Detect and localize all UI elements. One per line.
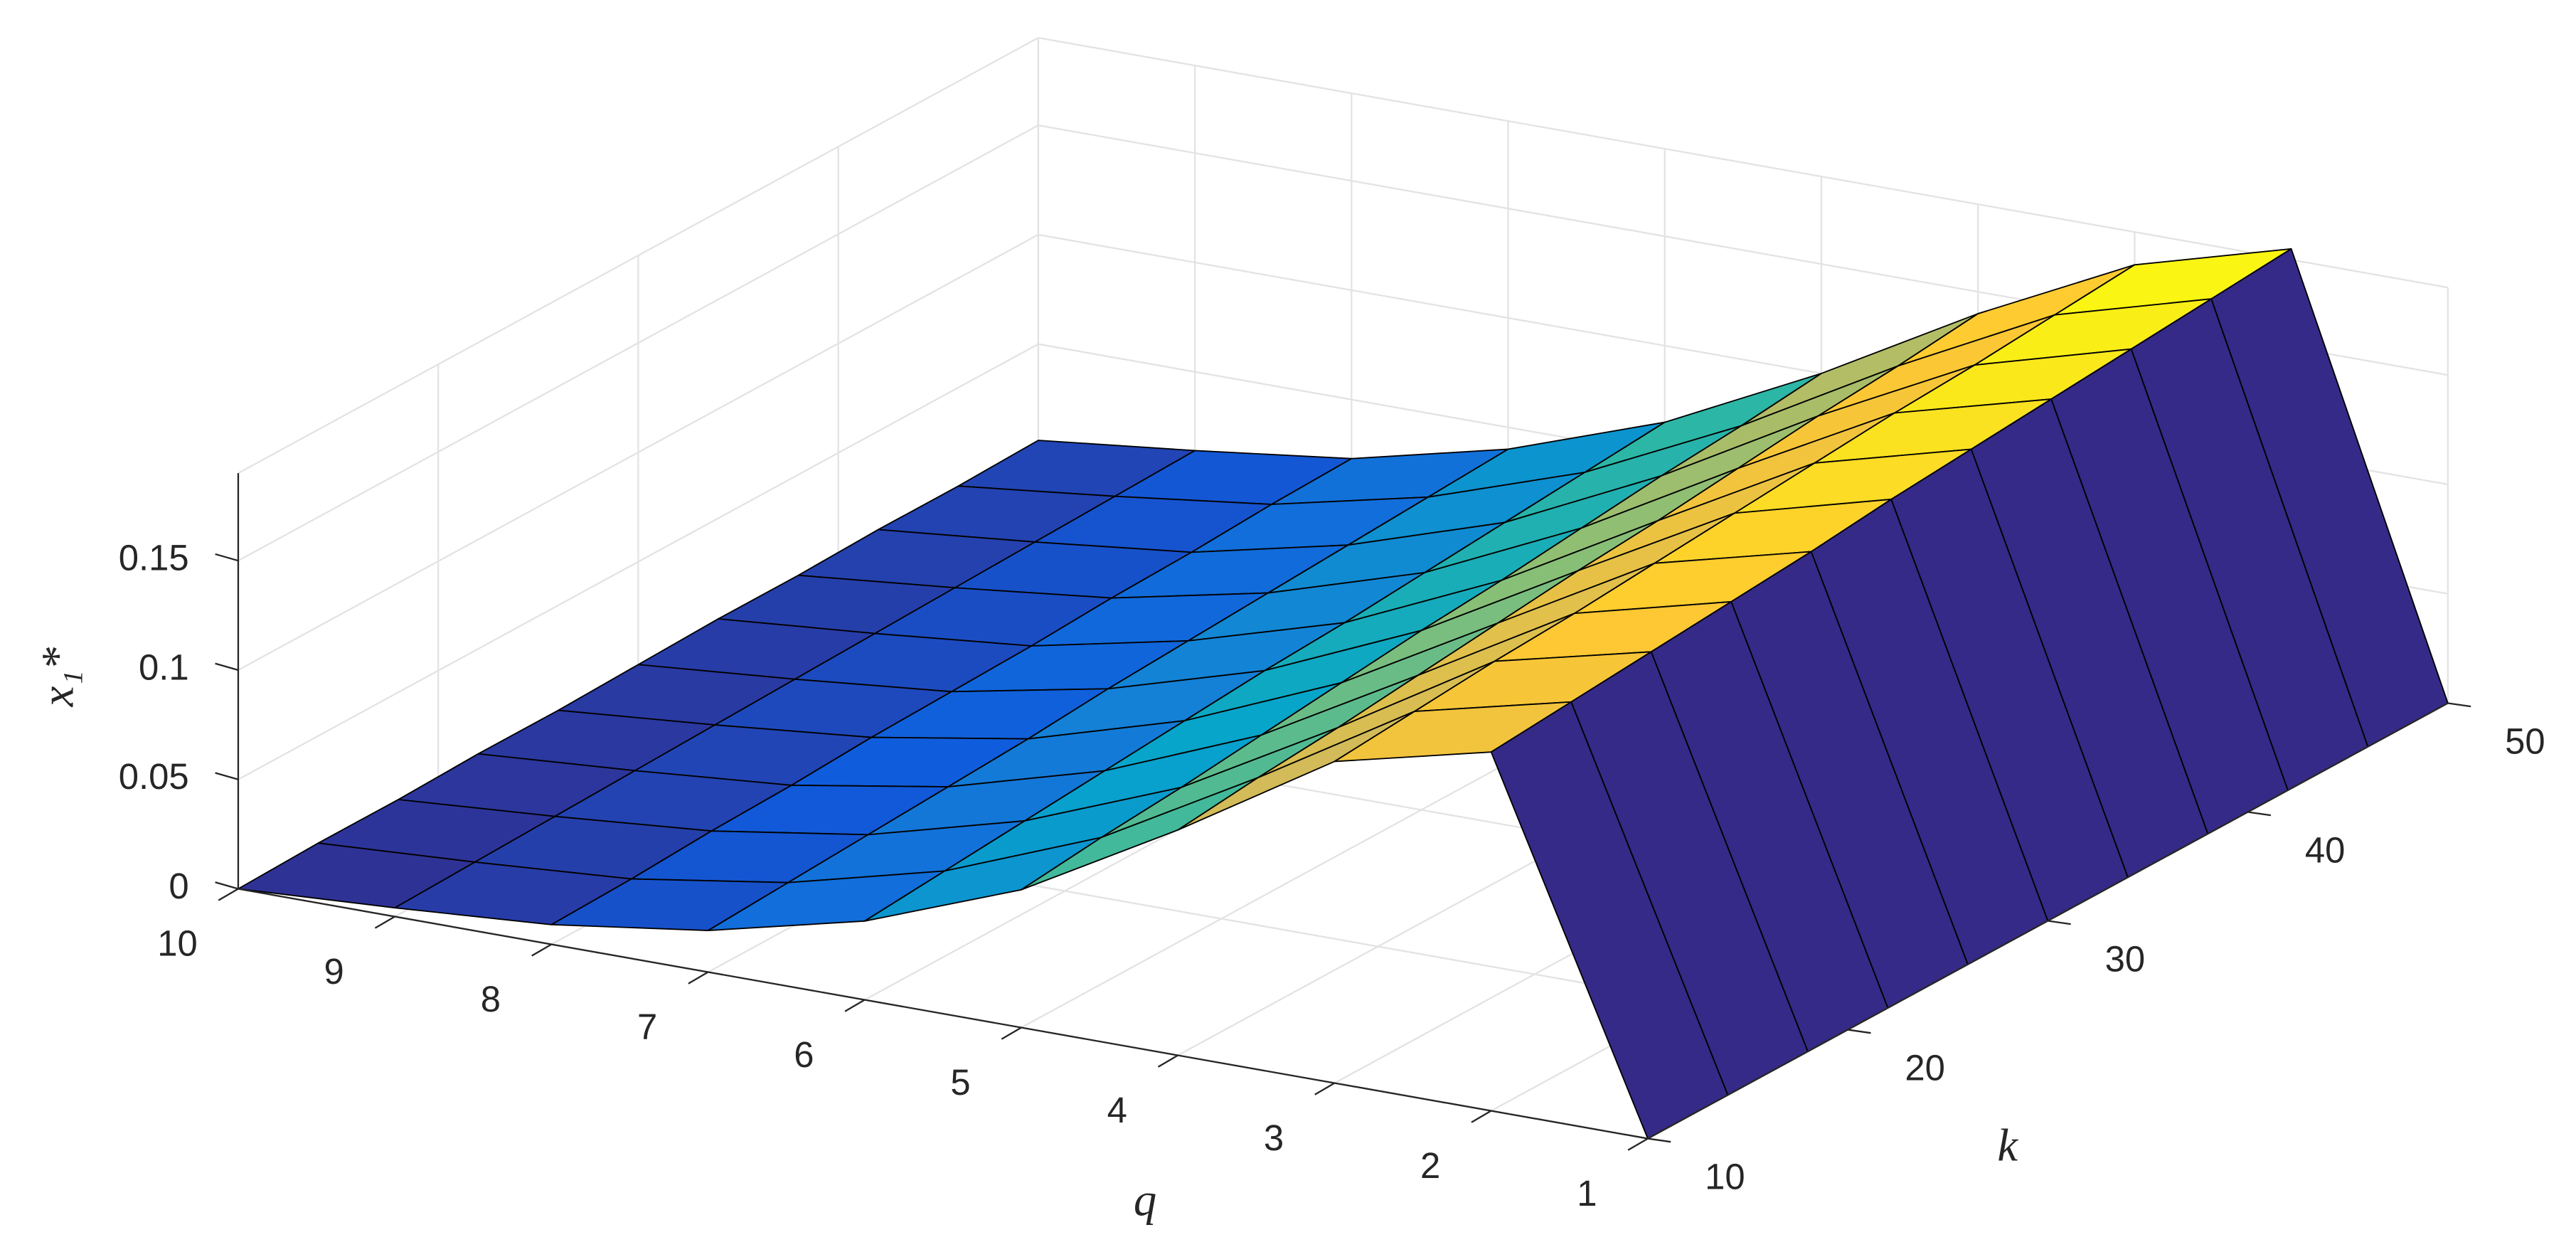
x-tick-label: 2 xyxy=(1420,1145,1440,1186)
y-tick-label: 10 xyxy=(1705,1157,1745,1197)
axes: 1 2 3 4 5 6 7 8 9 10 10 20 30 40 50 0 0.05 0.1 0.15 xyxy=(119,473,2545,1214)
y-tick xyxy=(2048,920,2071,925)
y-tick xyxy=(1647,1137,1671,1143)
z-tick-label: 0.1 xyxy=(139,647,189,687)
x-tick xyxy=(1471,1110,1492,1123)
x-tick-label: 10 xyxy=(157,923,198,964)
x-tick xyxy=(688,971,709,985)
x-tick xyxy=(844,999,866,1012)
x-tick-label: 7 xyxy=(637,1007,657,1047)
z-tick-label: 0 xyxy=(169,866,188,906)
z-tick xyxy=(215,772,239,780)
grid-line xyxy=(238,233,1039,671)
z-tick xyxy=(215,881,239,890)
y-tick-label: 40 xyxy=(2305,830,2346,871)
z-axis-label: x₁* xyxy=(32,647,83,707)
box-edge xyxy=(1038,36,2449,289)
x-tick-label: 1 xyxy=(1577,1173,1597,1214)
y-tick-label: 50 xyxy=(2505,721,2545,762)
z-tick xyxy=(215,662,239,672)
x-tick xyxy=(531,943,552,957)
x-tick-label: 8 xyxy=(481,979,501,1019)
y-tick-label: 30 xyxy=(2105,939,2146,980)
x-tick xyxy=(374,916,395,929)
x-tick xyxy=(1157,1054,1178,1068)
y-axis-label: k xyxy=(1997,1120,2018,1171)
x-tick xyxy=(218,888,239,901)
y-tick-label: 20 xyxy=(1905,1048,1945,1088)
grid-line xyxy=(238,343,1039,780)
y-tick xyxy=(1847,1029,1871,1034)
x-tick xyxy=(1001,1026,1022,1040)
x-axis xyxy=(238,888,1649,1140)
x-tick-label: 4 xyxy=(1107,1090,1127,1130)
x-axis-label: q xyxy=(1134,1174,1156,1225)
surface xyxy=(238,248,2449,1140)
z-tick-label: 0.15 xyxy=(119,538,189,578)
y-tick xyxy=(2447,702,2471,708)
grid-line xyxy=(238,124,1039,562)
z-tick-label: 0.05 xyxy=(119,756,189,797)
y-tick xyxy=(2247,811,2272,817)
box-edge xyxy=(238,37,1039,474)
x-tick xyxy=(1314,1082,1336,1095)
z-tick xyxy=(215,553,239,562)
x-tick-label: 5 xyxy=(950,1062,970,1103)
x-tick-label: 6 xyxy=(794,1034,814,1075)
x-tick-label: 9 xyxy=(324,951,344,992)
x-tick xyxy=(1627,1137,1649,1151)
x-tick-label: 3 xyxy=(1264,1118,1284,1158)
